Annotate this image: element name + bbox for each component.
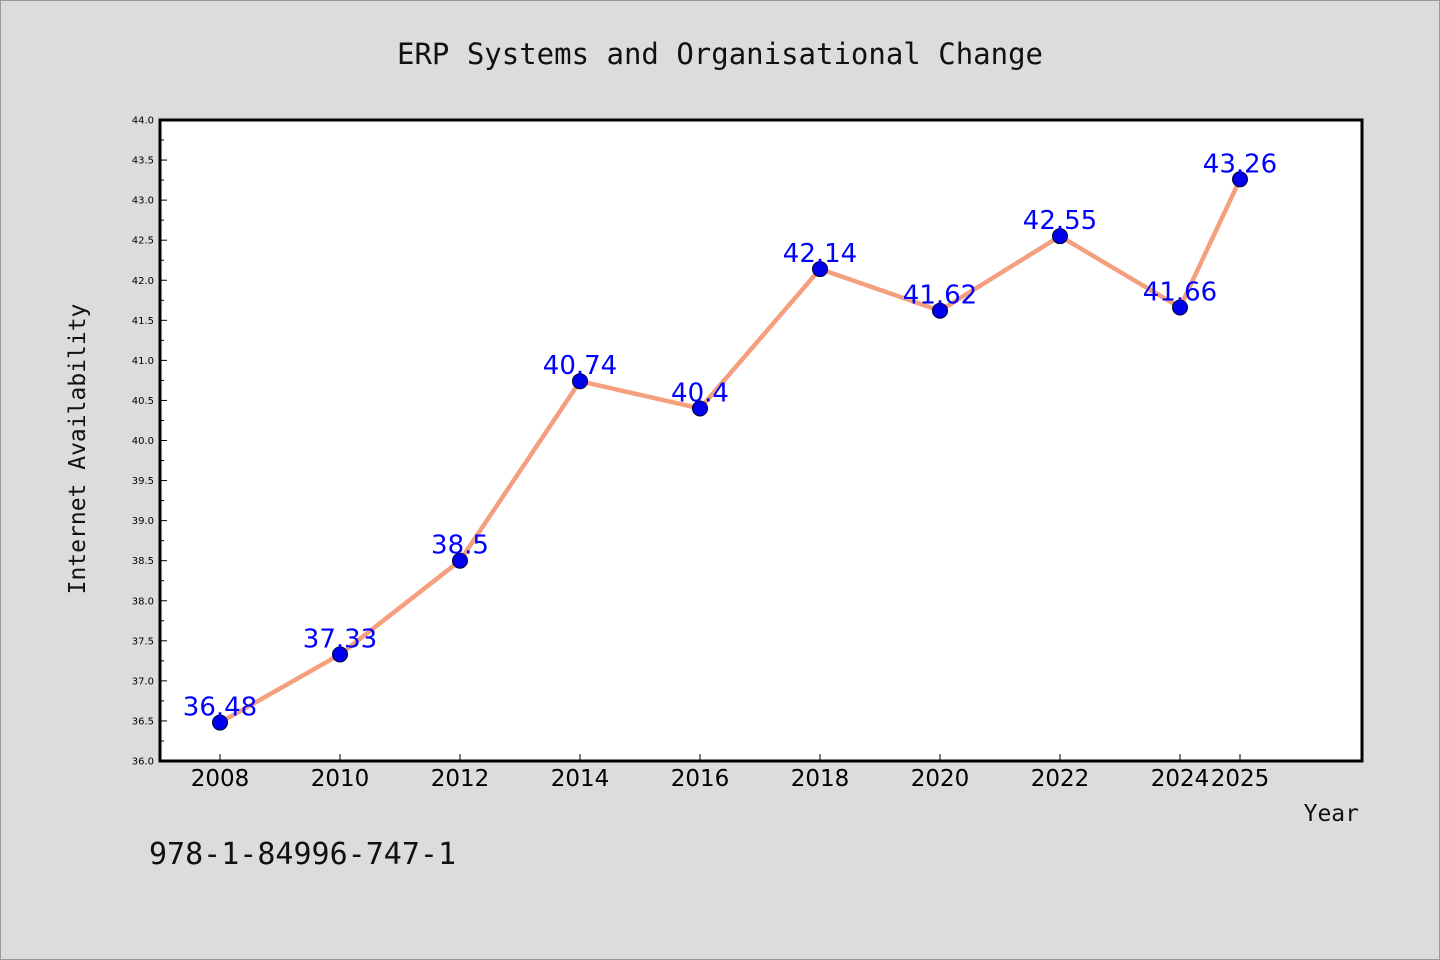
y-tick-label: 39.0 bbox=[132, 516, 154, 527]
data-labels: 36.48 37.33 38.5 40.74 40.4 42.14 41.62 42.55 41… bbox=[183, 149, 1277, 722]
chart-title: ERP Systems and Organisational Change bbox=[397, 37, 1043, 71]
x-tick-label: 2010 bbox=[311, 766, 370, 792]
x-tick-label: 2024 bbox=[1151, 766, 1210, 792]
data-point bbox=[1232, 171, 1248, 188]
x-tick-label: 2018 bbox=[791, 766, 850, 792]
x-axis-ticks: 2008 2010 2012 2014 2016 2018 2020 2022 2024 2025 bbox=[191, 754, 1270, 792]
y-tick-label: 39.5 bbox=[132, 476, 154, 487]
y-tick-label: 41.0 bbox=[132, 356, 154, 367]
y-tick-label: 42.5 bbox=[132, 236, 154, 247]
data-label: 41.66 bbox=[1143, 277, 1217, 307]
x-tick-label: 2025 bbox=[1211, 766, 1270, 792]
data-label: 42.55 bbox=[1023, 206, 1097, 236]
y-tick-label: 40.5 bbox=[132, 396, 154, 407]
y-tick-label: 43.0 bbox=[132, 196, 154, 207]
x-tick-label: 2016 bbox=[671, 766, 730, 792]
y-tick-label: 43.5 bbox=[132, 156, 154, 167]
data-label: 36.48 bbox=[183, 693, 257, 723]
data-point bbox=[332, 646, 348, 663]
x-axis-title: Year bbox=[1304, 801, 1359, 827]
y-axis-ticks: 36.0 36.5 37.0 37.5 38.0 38.5 39.0 39.5 40.0 40.5… bbox=[132, 116, 167, 768]
data-label: 41.62 bbox=[903, 281, 977, 311]
y-tick-label: 40.0 bbox=[132, 436, 154, 447]
data-label: 37.33 bbox=[303, 624, 377, 654]
data-markers bbox=[212, 171, 1248, 731]
y-axis-title: Internet Availability bbox=[65, 304, 91, 595]
data-point bbox=[1172, 299, 1188, 316]
data-label: 43.26 bbox=[1203, 149, 1277, 179]
x-tick-label: 2020 bbox=[911, 766, 970, 792]
x-tick-label: 2008 bbox=[191, 766, 250, 792]
data-label: 40.74 bbox=[543, 351, 617, 381]
data-point bbox=[932, 302, 948, 319]
y-tick-label: 38.5 bbox=[132, 556, 154, 567]
series-line bbox=[217, 177, 1243, 725]
x-tick-label: 2022 bbox=[1031, 766, 1090, 792]
data-label: 42.14 bbox=[783, 239, 857, 269]
data-point bbox=[692, 400, 708, 417]
data-point bbox=[812, 261, 828, 278]
y-tick-label: 37.5 bbox=[132, 636, 154, 647]
y-tick-label: 44.0 bbox=[132, 116, 154, 127]
y-tick-label: 38.0 bbox=[132, 596, 154, 607]
data-label: 38.5 bbox=[431, 531, 489, 561]
data-point bbox=[212, 714, 228, 731]
y-tick-label: 36.5 bbox=[132, 716, 154, 727]
data-label: 40.4 bbox=[671, 378, 729, 408]
isbn-text: 978-1-84996-747-1 bbox=[149, 837, 456, 872]
y-tick-label: 36.0 bbox=[132, 757, 154, 768]
y-tick-label: 37.0 bbox=[132, 676, 154, 687]
data-point bbox=[452, 552, 468, 569]
x-tick-label: 2014 bbox=[551, 766, 610, 792]
y-tick-label: 42.0 bbox=[132, 276, 154, 287]
data-point bbox=[572, 373, 588, 390]
x-tick-label: 2012 bbox=[431, 766, 490, 792]
data-point bbox=[1052, 228, 1068, 245]
plot-area bbox=[158, 118, 1364, 763]
y-tick-label: 41.5 bbox=[132, 316, 154, 327]
